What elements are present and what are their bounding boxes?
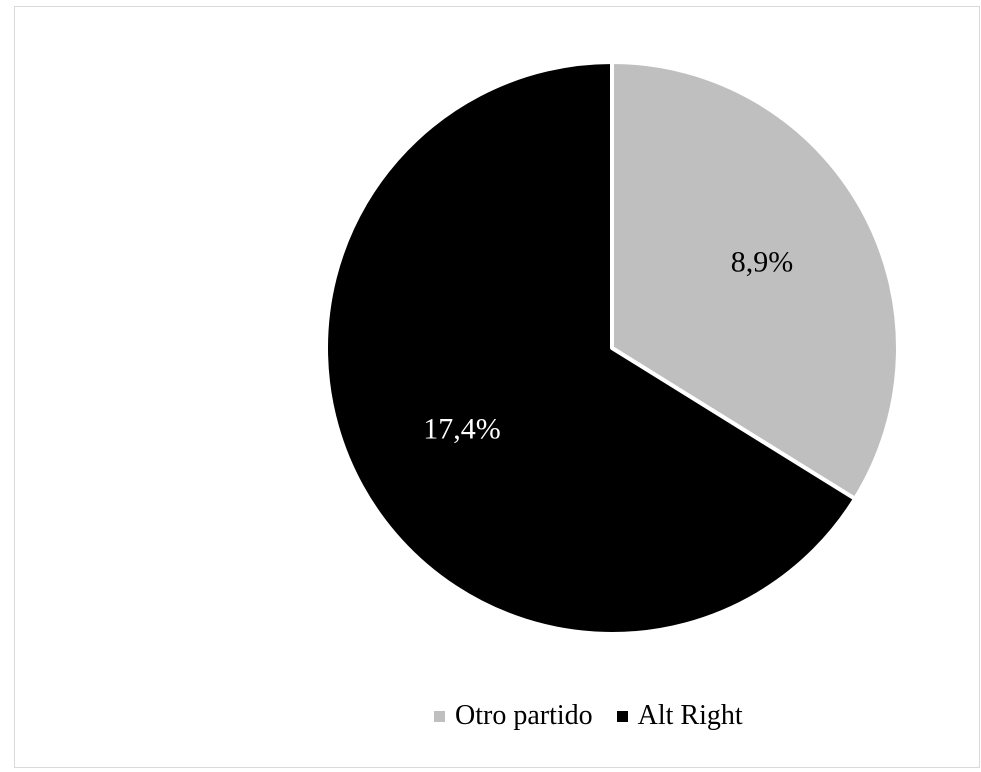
data-label-otro-partido: 8,9% bbox=[731, 245, 794, 278]
legend-label-otro-partido: Otro partido bbox=[455, 700, 593, 731]
legend-swatch-otro-partido bbox=[434, 710, 445, 722]
legend-item-alt-right: Alt Right bbox=[616, 700, 743, 732]
pie-slice-alt-right bbox=[324, 60, 858, 636]
legend-item-otro-partido: Otro partido bbox=[434, 700, 593, 732]
chart-legend: Otro partido Alt Right bbox=[434, 700, 743, 732]
data-label-alt-right: 17,4% bbox=[423, 412, 501, 445]
legend-swatch-alt-right bbox=[616, 710, 628, 722]
pie-slice-otro-partido bbox=[610, 60, 900, 501]
legend-label-alt-right: Alt Right bbox=[637, 700, 743, 731]
pie-chart: 8,9% 17,4% bbox=[324, 60, 900, 636]
